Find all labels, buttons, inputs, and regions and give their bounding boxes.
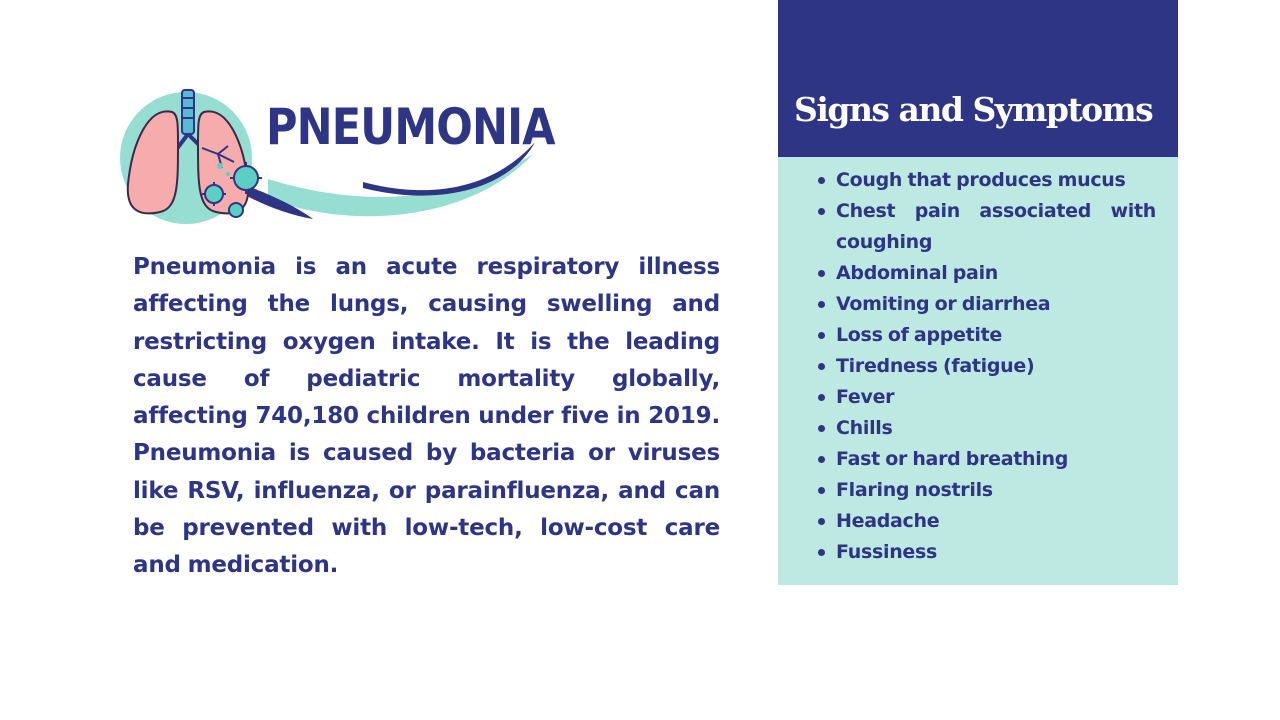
symptom-item: Tiredness (fatigue)	[818, 351, 1156, 382]
symptom-item: Fast or hard breathing	[818, 444, 1156, 475]
symptoms-list: Cough that produces mucus Chest pain ass…	[818, 165, 1156, 568]
symptom-item: Cough that produces mucus	[818, 165, 1156, 196]
symptoms-panel: Cough that produces mucus Chest pain ass…	[778, 157, 1178, 585]
symptom-item: Loss of appetite	[818, 320, 1156, 351]
symptoms-title: Signs and Symptoms	[794, 90, 1154, 129]
symptom-item: Abdominal pain	[818, 258, 1156, 289]
symptom-item: Chest pain associated with coughing	[818, 196, 1156, 258]
logo-wordmark: PNEUMONIA	[266, 98, 556, 156]
symptom-item: Headache	[818, 506, 1156, 537]
symptom-item: Chills	[818, 413, 1156, 444]
pneumonia-logo: PNEUMONIA	[118, 84, 556, 234]
symptom-item: Fever	[818, 382, 1156, 413]
symptom-item: Flaring nostrils	[818, 475, 1156, 506]
symptom-item: Fussiness	[818, 537, 1156, 568]
lungs-with-virus-icon	[120, 89, 535, 224]
symptoms-header: Signs and Symptoms	[778, 0, 1178, 157]
intro-paragraph: Pneumonia is an acute respiratory illnes…	[133, 254, 720, 579]
symptom-item: Vomiting or diarrhea	[818, 289, 1156, 320]
